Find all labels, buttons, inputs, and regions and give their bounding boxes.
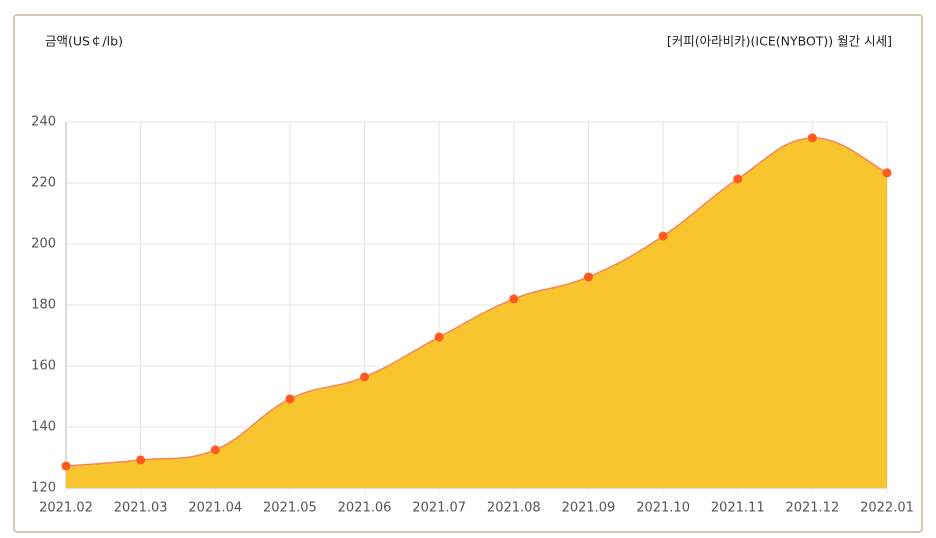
y-tick-label: 240 xyxy=(31,115,56,130)
x-tick-label: 2021.11 xyxy=(711,501,765,516)
x-tick-label: 2021.08 xyxy=(487,501,541,516)
point xyxy=(882,168,892,178)
x-tick-label: 2021.04 xyxy=(188,501,242,516)
x-tick-label: 2021.12 xyxy=(785,501,839,516)
y-tick-label: 180 xyxy=(31,298,56,313)
y-tick-label: 200 xyxy=(31,237,56,252)
chart-title: [커피(아라비카)(ICE(NYBOT)) 월간 시세] xyxy=(667,34,892,49)
point xyxy=(807,133,817,143)
point xyxy=(583,272,593,282)
x-tick-label: 2021.02 xyxy=(39,501,93,516)
x-tick-label: 2021.10 xyxy=(636,501,690,516)
x-tick-label: 2022.01 xyxy=(860,501,914,516)
plot xyxy=(61,133,892,488)
point xyxy=(285,394,295,404)
y-tick-label: 120 xyxy=(31,481,56,496)
point xyxy=(136,455,146,465)
x-tick-label: 2021.09 xyxy=(562,501,616,516)
point xyxy=(360,372,370,382)
y-tick-label: 220 xyxy=(31,176,56,191)
x-tick-label: 2021.05 xyxy=(263,501,317,516)
y-tick-label: 160 xyxy=(31,359,56,374)
x-tick-label: 2021.03 xyxy=(114,501,168,516)
x-tick-label: 2021.07 xyxy=(412,501,466,516)
point xyxy=(658,231,668,241)
y-tick-label: 140 xyxy=(31,420,56,435)
y-axis-label: 금액(US￠/lb) xyxy=(45,34,123,49)
x-tick-label: 2021.06 xyxy=(338,501,392,516)
point xyxy=(210,445,220,455)
point xyxy=(509,294,519,304)
point xyxy=(61,461,71,471)
point xyxy=(434,332,444,342)
point xyxy=(733,174,743,184)
area xyxy=(66,137,887,488)
